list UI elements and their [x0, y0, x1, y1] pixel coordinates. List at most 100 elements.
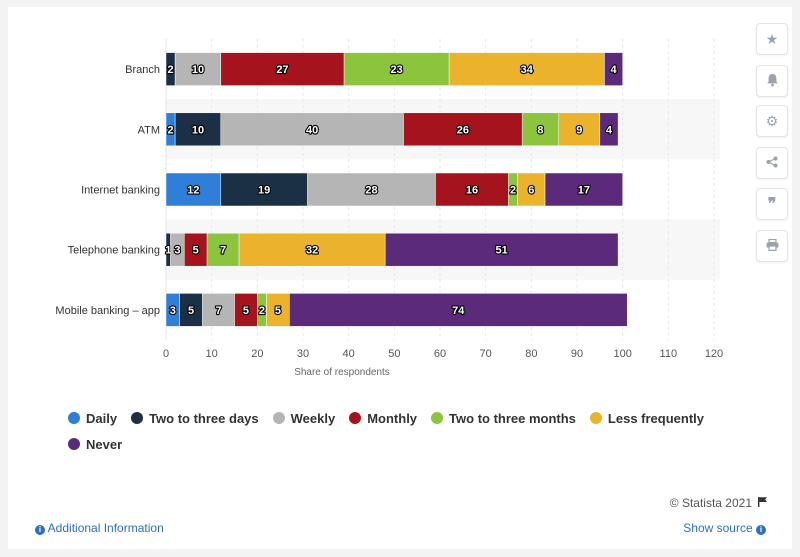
- data-label: 34: [521, 64, 534, 76]
- x-tick-label: 50: [388, 348, 400, 360]
- x-tick-label: 90: [571, 348, 583, 360]
- star-icon: ★: [765, 30, 779, 47]
- bar-segment: [174, 112, 222, 147]
- bar-segment: [448, 52, 605, 86]
- print-icon: [766, 238, 779, 254]
- x-tick-label: 10: [206, 348, 218, 360]
- credit-text: © Statista 2021: [669, 496, 752, 510]
- show-source-label: Show source: [683, 521, 753, 535]
- show-source-link[interactable]: Show source i: [683, 521, 766, 535]
- data-label: 5: [275, 305, 281, 317]
- bar-segment: [238, 232, 386, 267]
- legend-label: Monthly: [367, 410, 418, 426]
- bar-segment: [307, 172, 436, 207]
- data-label: 9: [576, 124, 582, 136]
- legend-item[interactable]: Two to three days: [131, 410, 259, 426]
- data-label: 19: [258, 185, 270, 197]
- legend-item[interactable]: Monthly: [349, 410, 417, 426]
- legend-label: Never: [86, 436, 123, 452]
- x-tick-label: 60: [434, 348, 446, 360]
- data-label: 74: [452, 305, 465, 317]
- data-label: 16: [466, 185, 478, 197]
- data-label: 17: [578, 185, 590, 197]
- share-icon: [766, 155, 778, 171]
- additional-information-label: Additional Information: [47, 521, 164, 535]
- bar-segment: [604, 52, 623, 86]
- data-label: 12: [187, 185, 199, 197]
- legend-label: Less frequently: [607, 410, 705, 426]
- x-tick-label: 70: [480, 348, 492, 360]
- data-label: 5: [193, 245, 199, 257]
- data-label: 3: [174, 245, 180, 257]
- bar-segment: [220, 112, 404, 147]
- bar-segment: [220, 172, 308, 207]
- legend-label: Two to three months: [449, 410, 576, 426]
- x-tick-label: 110: [660, 348, 678, 360]
- category-label: Internet banking: [81, 185, 160, 197]
- bar-segment: [202, 293, 235, 327]
- notification-button[interactable]: [756, 65, 788, 97]
- x-tick-label: 120: [705, 348, 723, 360]
- data-label: 6: [528, 185, 534, 197]
- x-tick-label: 40: [343, 348, 355, 360]
- category-label: Telephone banking: [68, 245, 160, 257]
- data-label: 28: [365, 185, 377, 197]
- bar-segment: [558, 112, 601, 147]
- legend-swatch: [589, 412, 602, 424]
- data-label: 5: [188, 305, 194, 317]
- bar-segment: [289, 293, 628, 327]
- data-label: 27: [276, 64, 288, 76]
- share-button[interactable]: [756, 147, 788, 179]
- category-label: ATM: [138, 124, 160, 136]
- data-label: 51: [496, 245, 508, 257]
- category-label: Mobile banking – app: [55, 305, 160, 317]
- bar-segment: [521, 112, 559, 147]
- data-label: 23: [390, 64, 402, 76]
- flag-icon[interactable]: [757, 496, 768, 510]
- data-label: 2: [259, 305, 265, 317]
- settings-button[interactable]: ⚙: [756, 105, 788, 137]
- data-label: 40: [306, 124, 318, 136]
- bar-segment: [517, 172, 546, 207]
- x-tick-label: 0: [163, 348, 169, 360]
- bell-icon: [766, 73, 779, 90]
- legend-item[interactable]: Never: [68, 436, 122, 452]
- cite-button[interactable]: ❞: [756, 188, 788, 220]
- legend-item[interactable]: Weekly: [272, 410, 335, 426]
- bar-segment: [599, 112, 619, 147]
- data-label: 7: [215, 305, 221, 317]
- additional-information-link[interactable]: i Additional Information: [35, 521, 164, 535]
- data-label: 4: [610, 64, 617, 76]
- data-label: 4: [606, 124, 613, 136]
- favorite-button[interactable]: ★: [756, 23, 788, 55]
- data-label: 32: [306, 245, 318, 257]
- data-label: 10: [192, 64, 204, 76]
- legend-swatch: [431, 412, 444, 424]
- chart-legend: Daily Two to three days Weekly Monthly Two t…: [68, 410, 748, 452]
- category-label: Branch: [125, 64, 160, 76]
- data-label: 26: [457, 124, 469, 136]
- legend-item[interactable]: Less frequently: [589, 410, 705, 426]
- info-icon: i: [756, 525, 766, 535]
- bar-segment: [165, 172, 222, 207]
- info-icon: i: [35, 525, 45, 535]
- bar-segment: [403, 112, 523, 147]
- data-label: 10: [192, 124, 204, 136]
- x-tick-label: 80: [525, 348, 537, 360]
- bar-segment: [544, 172, 623, 207]
- bar-segment: [435, 172, 509, 207]
- data-label: 2: [168, 124, 174, 136]
- statista-credit: © Statista 2021: [670, 496, 768, 510]
- x-tick-label: 30: [297, 348, 309, 360]
- data-label: 7: [220, 245, 226, 257]
- legend-swatch: [131, 412, 144, 424]
- data-label: 5: [243, 305, 249, 317]
- print-button[interactable]: [756, 230, 788, 262]
- legend-item[interactable]: Daily: [68, 410, 117, 426]
- data-label: 3: [170, 305, 176, 317]
- chart-card: Branch 2 10 27 23 34 4 ATM 2 10 40 26 8 9 4 Internet ba…: [8, 7, 792, 549]
- data-label: 1: [165, 245, 171, 257]
- legend-item[interactable]: Two to three months: [431, 410, 576, 426]
- gear-icon: ⚙: [765, 112, 779, 129]
